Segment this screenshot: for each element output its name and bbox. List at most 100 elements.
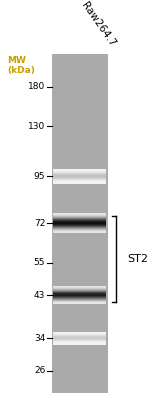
- Bar: [54, 219, 106, 220]
- Bar: [54, 225, 106, 226]
- Bar: [54, 181, 106, 182]
- Text: 130: 130: [28, 122, 45, 131]
- Bar: [54, 229, 106, 230]
- Text: 180: 180: [28, 82, 45, 91]
- Bar: [54, 225, 106, 226]
- Bar: [54, 298, 106, 299]
- Bar: [54, 175, 106, 177]
- Bar: [54, 292, 106, 293]
- Bar: [54, 344, 106, 345]
- Text: 95: 95: [34, 172, 45, 181]
- Bar: [54, 177, 106, 178]
- Text: 34: 34: [34, 334, 45, 343]
- Bar: [54, 182, 106, 183]
- Bar: [54, 180, 106, 181]
- Bar: [54, 214, 106, 215]
- Text: 26: 26: [34, 366, 45, 375]
- Bar: [54, 336, 106, 337]
- Bar: [54, 295, 106, 296]
- Bar: [54, 297, 106, 298]
- Bar: [54, 337, 106, 338]
- Bar: [54, 172, 106, 174]
- Bar: [54, 178, 106, 179]
- Bar: [54, 296, 106, 297]
- Bar: [54, 177, 106, 179]
- Bar: [54, 290, 106, 291]
- Bar: [54, 220, 106, 221]
- Bar: [54, 333, 106, 334]
- Bar: [54, 301, 106, 302]
- Bar: [54, 337, 106, 338]
- Text: MW
(kDa): MW (kDa): [7, 56, 35, 75]
- Bar: [54, 332, 106, 333]
- Bar: [54, 217, 106, 218]
- Bar: [54, 299, 106, 300]
- Bar: [54, 218, 106, 219]
- Bar: [54, 341, 106, 342]
- Bar: [54, 218, 106, 219]
- Bar: [54, 338, 106, 339]
- Bar: [54, 170, 106, 171]
- Bar: [54, 228, 106, 229]
- Bar: [54, 343, 106, 344]
- Bar: [54, 340, 106, 341]
- Bar: [54, 231, 106, 232]
- Bar: [54, 231, 106, 232]
- Bar: [54, 172, 106, 173]
- Bar: [54, 302, 106, 303]
- Bar: [54, 339, 106, 340]
- Text: 43: 43: [34, 291, 45, 299]
- Bar: [54, 287, 106, 288]
- Text: 55: 55: [34, 258, 45, 267]
- Bar: [54, 183, 106, 184]
- Bar: [54, 222, 106, 223]
- Bar: [54, 296, 106, 297]
- Bar: [54, 224, 106, 225]
- Bar: [54, 170, 106, 171]
- Bar: [54, 174, 106, 175]
- Bar: [54, 223, 106, 224]
- Bar: [54, 214, 106, 215]
- Bar: [54, 173, 106, 174]
- Bar: [54, 221, 106, 222]
- Bar: [54, 171, 106, 172]
- Bar: [54, 297, 106, 298]
- Bar: [54, 288, 106, 289]
- Bar: [54, 288, 106, 289]
- Bar: [54, 216, 106, 217]
- Bar: [54, 300, 106, 301]
- Bar: [54, 342, 106, 343]
- Text: 72: 72: [34, 219, 45, 228]
- Bar: [54, 286, 106, 287]
- Bar: [54, 213, 106, 214]
- Bar: [54, 174, 106, 176]
- Bar: [54, 226, 106, 227]
- Bar: [54, 335, 106, 336]
- Bar: [54, 169, 106, 170]
- Bar: [52, 54, 107, 392]
- Bar: [54, 176, 106, 177]
- Text: ST2: ST2: [128, 254, 148, 264]
- Bar: [54, 216, 106, 217]
- Bar: [54, 303, 106, 304]
- Bar: [54, 289, 106, 290]
- Text: Raw264.7: Raw264.7: [80, 1, 117, 49]
- Bar: [54, 227, 106, 228]
- Bar: [54, 229, 106, 230]
- Bar: [54, 230, 106, 231]
- Bar: [54, 222, 106, 223]
- Bar: [54, 335, 106, 337]
- Bar: [54, 291, 106, 292]
- Bar: [54, 289, 106, 290]
- Bar: [54, 223, 106, 224]
- Bar: [54, 220, 106, 221]
- Bar: [54, 215, 106, 216]
- Bar: [54, 293, 106, 294]
- Bar: [54, 334, 106, 335]
- Bar: [54, 179, 106, 180]
- Bar: [54, 301, 106, 302]
- Bar: [54, 227, 106, 228]
- Bar: [54, 293, 106, 294]
- Bar: [54, 232, 106, 233]
- Bar: [54, 300, 106, 301]
